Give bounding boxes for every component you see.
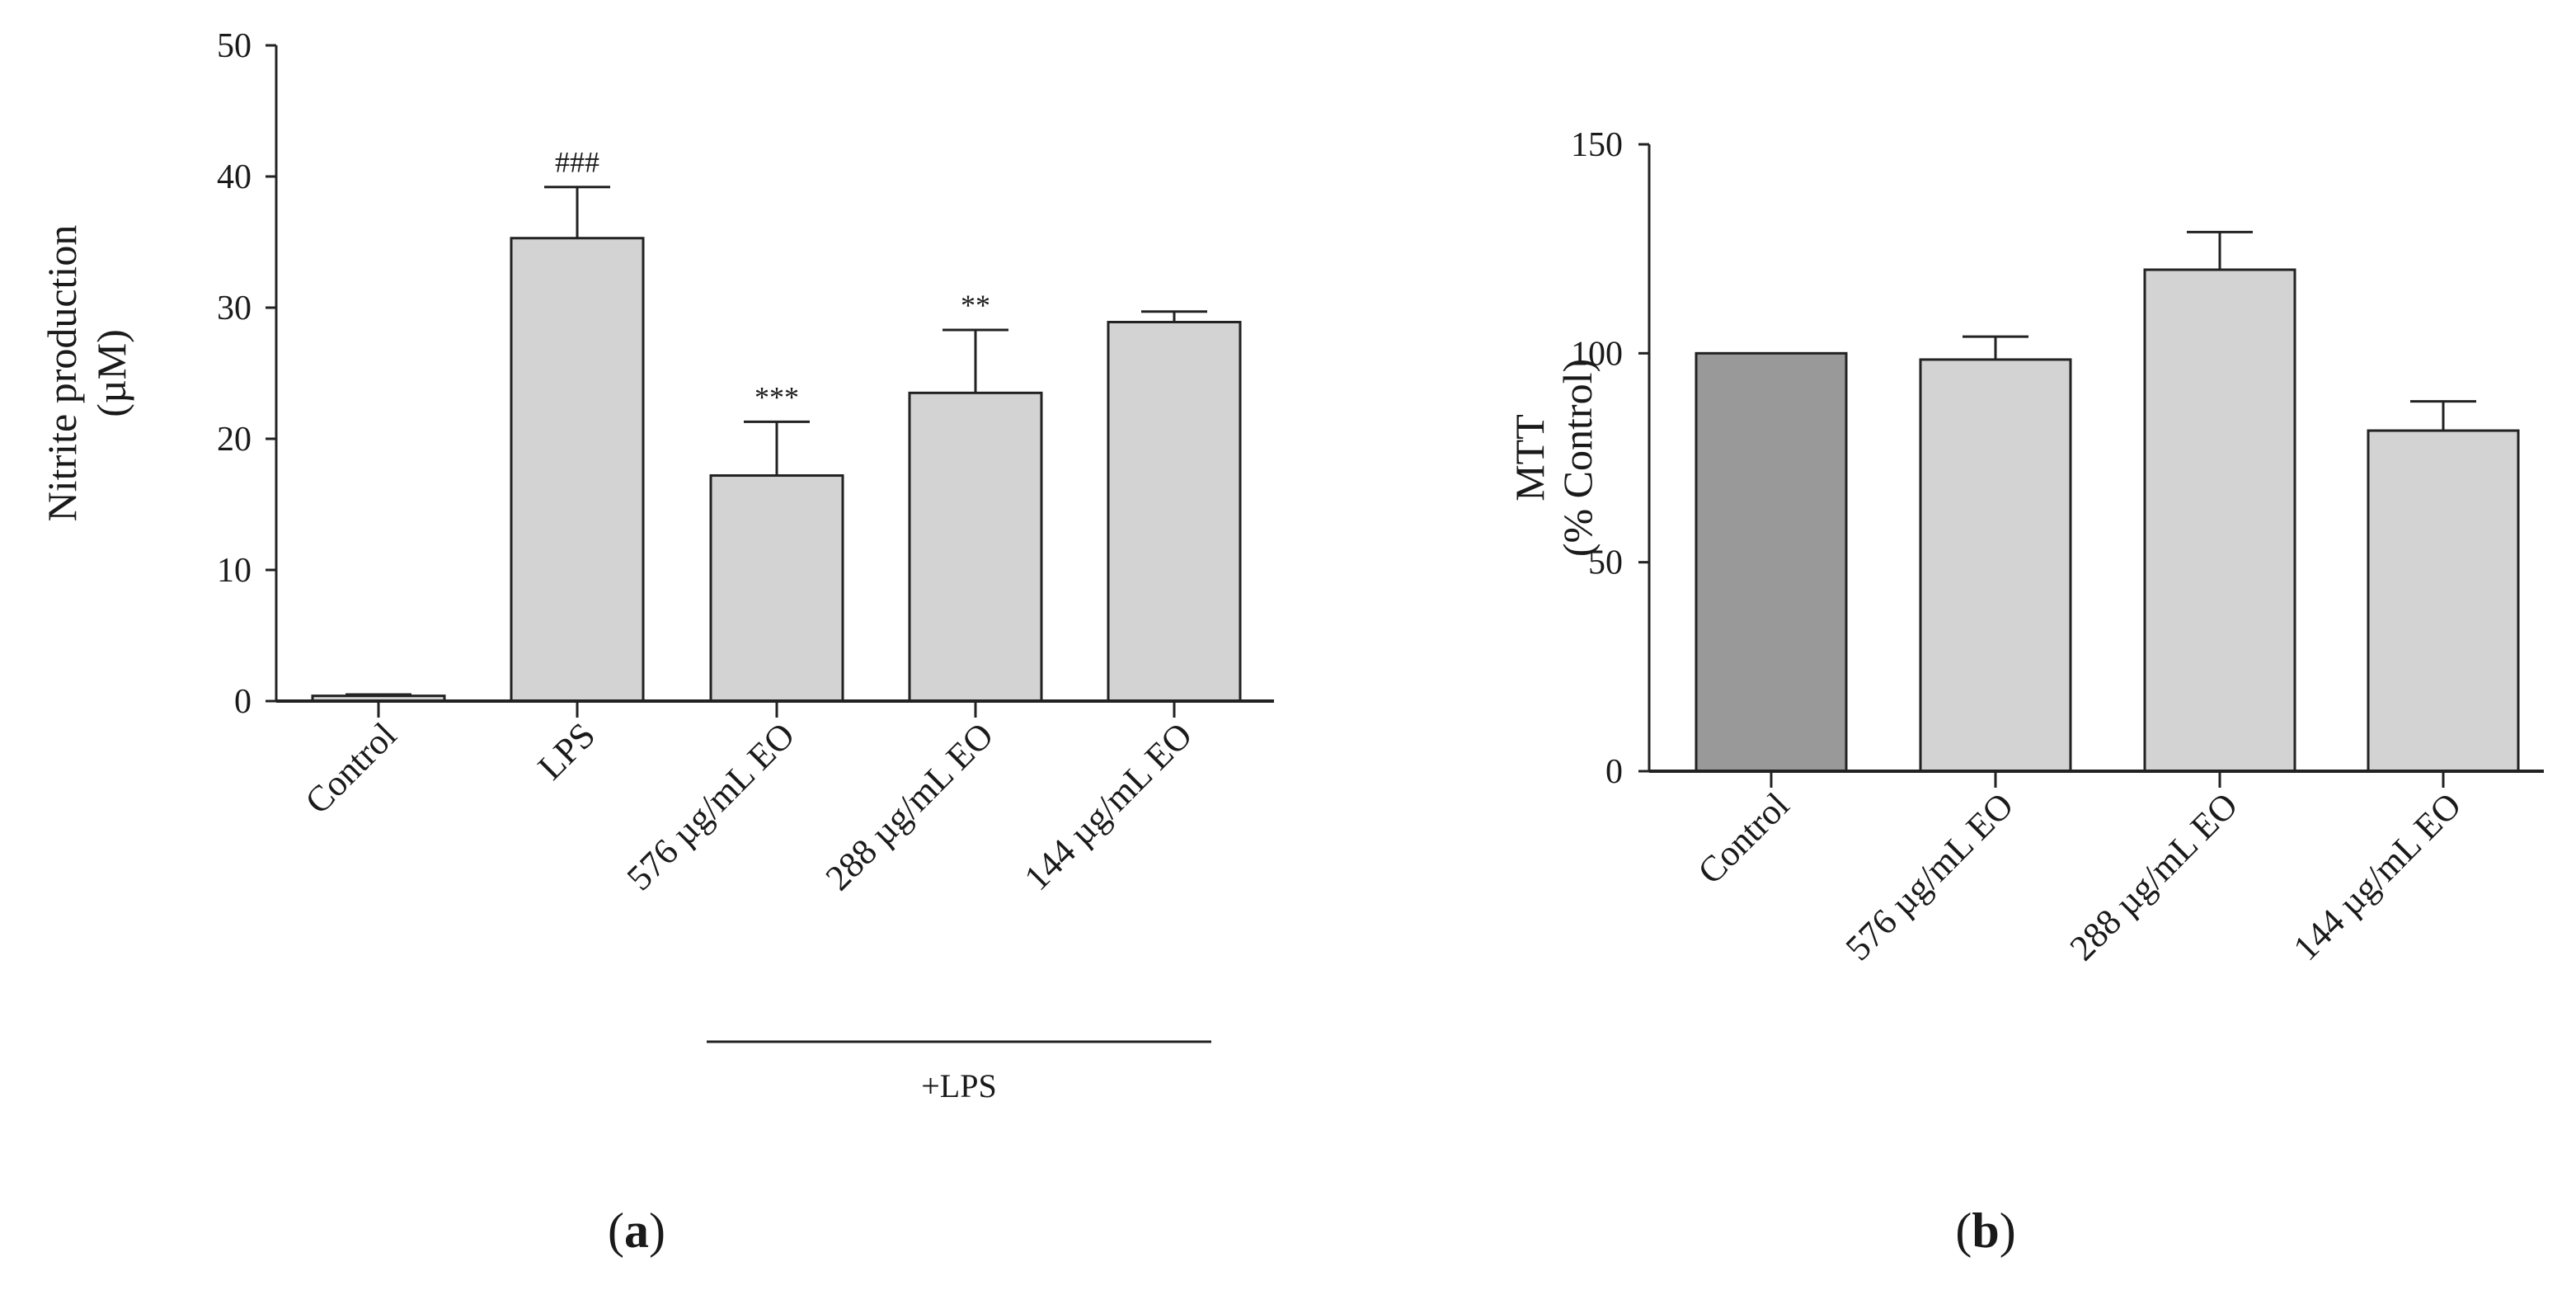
chart-a-y-tick-label: 20 — [217, 421, 251, 459]
chart-b-y-tick-label: 50 — [1588, 544, 1623, 582]
chart-b-y-axis-label: (% Control) — [1554, 359, 1601, 557]
chart-a-bar — [1107, 320, 1242, 703]
chart-b-y-tick-label: 100 — [1571, 335, 1623, 373]
chart-a-bar — [510, 237, 645, 703]
chart-a-category-label: 288 µg/mL EO — [818, 715, 1002, 899]
chart-a-group-label: +LPS — [921, 1067, 996, 1104]
chart-a-category-label: LPS — [530, 715, 603, 788]
panel-label-a: (a) — [608, 1203, 665, 1258]
chart-b-mtt-viability: 0 50 100 150 MTT (% Control) Control 576 µg/mL … — [1507, 126, 2544, 968]
chart-b-bar — [1919, 358, 2072, 773]
chart-a-significance-label: ** — [961, 289, 990, 322]
chart-b-category-label: 288 µg/mL EO — [2062, 785, 2246, 969]
chart-b-category-label: Control — [1690, 785, 1797, 892]
panel-label-b: (b) — [1955, 1203, 2015, 1258]
chart-a-y-tick-label: 40 — [217, 158, 251, 196]
chart-a-category-label: 144 µg/mL EO — [1017, 715, 1201, 899]
chart-b-bar — [2143, 268, 2296, 773]
chart-a-category-label: Control — [297, 715, 404, 822]
chart-a-y-axis-label: (µM) — [88, 329, 134, 417]
chart-a-y-tick-label: 30 — [217, 290, 251, 327]
chart-b-y-tick-label: 0 — [1605, 753, 1623, 791]
chart-b-category-label: 144 µg/mL EO — [2286, 785, 2470, 969]
chart-a-significance-label: ### — [555, 146, 599, 179]
chart-a-y-tick-label: 10 — [217, 552, 251, 590]
chart-b-bar — [2367, 429, 2520, 773]
chart-a-y-tick-label: 50 — [217, 27, 251, 65]
chart-b-bar — [1695, 351, 1848, 773]
chart-b-y-axis-label: MTT — [1507, 414, 1553, 501]
chart-a-y-tick-label: 0 — [234, 683, 251, 721]
chart-b-category-label: 576 µg/mL EO — [1838, 785, 2022, 969]
chart-a-nitrite-production: 0 10 20 30 40 50 Nitrite production (µM) Control… — [39, 27, 1274, 1104]
chart-a-significance-label: *** — [754, 380, 799, 413]
chart-a-bar — [709, 474, 844, 703]
chart-a-category-label: 576 µg/mL EO — [619, 715, 803, 899]
chart-a-y-axis-label: Nitrite production — [39, 225, 85, 522]
chart-a-bar — [908, 391, 1043, 703]
chart-b-y-tick-label: 150 — [1571, 126, 1623, 164]
